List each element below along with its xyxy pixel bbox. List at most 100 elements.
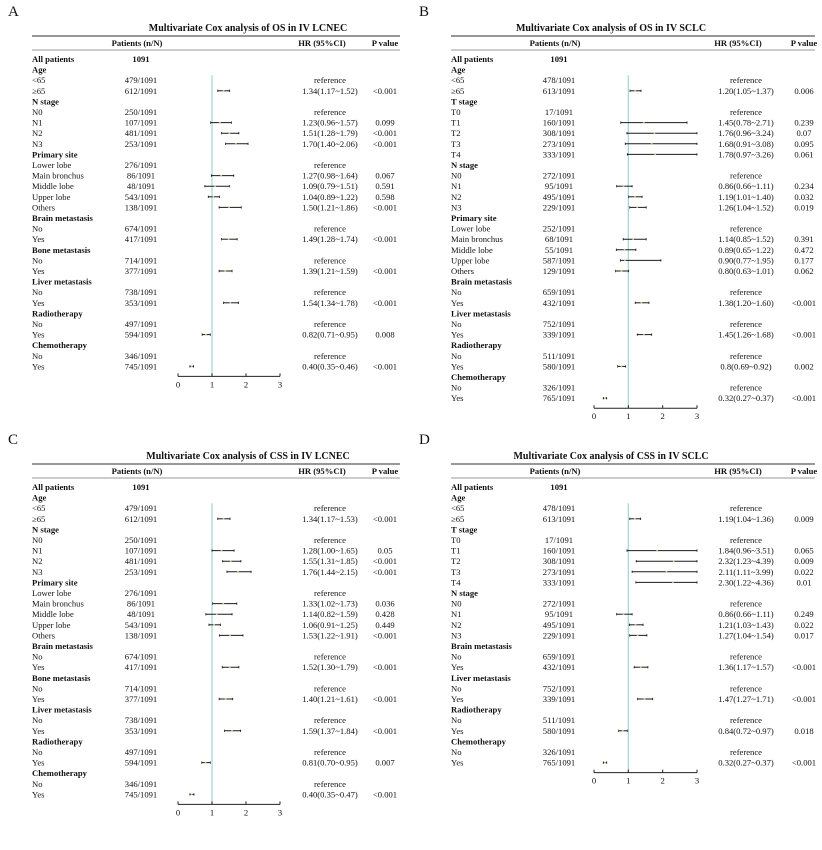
hr-ci-value: 1.54(1.34~1.78) xyxy=(302,298,358,308)
table-row: Middle lobe 48/1091 1.09(0.79~1.51) 0.591 xyxy=(32,181,395,191)
patients-count: 511/1091 xyxy=(543,715,575,725)
table-row: No 674/1091 reference xyxy=(32,652,346,662)
point-estimate xyxy=(640,301,643,304)
patients-count: 250/1091 xyxy=(125,107,157,117)
forest-panel-c: C Multivariate Cox analysis of CSS in IV … xyxy=(8,432,400,817)
row-label: N2 xyxy=(451,192,462,202)
patients-count: 138/1091 xyxy=(125,202,157,212)
patients-count: 308/1091 xyxy=(543,556,575,566)
table-row: N1 95/1091 0.86(0.66~1.11) 0.249 xyxy=(451,609,814,619)
patients-count: 1091 xyxy=(550,482,567,492)
point-estimate xyxy=(204,761,207,764)
row-label: Upper lobe xyxy=(451,255,490,265)
p-value: <0.001 xyxy=(373,726,397,736)
group-header-row: Bone metastasis xyxy=(32,245,91,255)
patients-count: 674/1091 xyxy=(125,224,157,234)
patients-count: 417/1091 xyxy=(125,662,157,672)
row-label: T3 xyxy=(451,567,461,577)
p-value: 0.391 xyxy=(794,234,813,244)
hr-ci-value: 0.86(0.66~1.11) xyxy=(718,609,773,619)
patients-count: 253/1091 xyxy=(125,139,157,149)
point-estimate xyxy=(604,761,606,764)
point-estimate xyxy=(604,397,606,400)
table-row: Upper lobe 587/1091 0.90(0.77~1.95) 0.177 xyxy=(451,255,814,265)
p-value: <0.001 xyxy=(373,662,397,672)
column-header-p-value: P value xyxy=(372,38,399,48)
table-row: No 714/1091 reference xyxy=(32,683,346,693)
group-label: Chemotherapy xyxy=(32,340,88,350)
row-label: Others xyxy=(451,266,475,276)
panel-label: D xyxy=(419,432,430,448)
row-label: Yes xyxy=(32,266,45,276)
hr-ci-value: reference xyxy=(730,652,762,662)
table-row: Main bronchus 86/1091 1.33(1.02~1.73) 0.036 xyxy=(32,599,395,609)
panel-title: Multivariate Cox analysis of CSS in IV L… xyxy=(146,451,349,462)
p-value: 0.002 xyxy=(794,361,813,371)
row-label: N1 xyxy=(451,609,462,619)
patients-count: 86/1091 xyxy=(127,599,155,609)
patients-count: 1091 xyxy=(132,54,149,64)
row-label: Yes xyxy=(32,330,45,340)
column-header-hr: HR (95%CI) xyxy=(714,38,762,48)
panel-label: B xyxy=(419,4,429,20)
hr-ci-value: 1.68(0.91~3.08) xyxy=(718,139,774,149)
hr-ci-value: 1.20(1.05~1.37) xyxy=(718,86,774,96)
table-row: N3 229/1091 1.26(1.04~1.52) 0.019 xyxy=(451,202,814,212)
group-label: Liver metastasis xyxy=(451,673,511,683)
table-row: N2 495/1091 1.19(1.01~1.40) 0.032 xyxy=(451,192,814,202)
patients-count: 48/1091 xyxy=(127,609,155,619)
patients-count: 587/1091 xyxy=(543,255,575,265)
row-label: Middle lobe xyxy=(451,245,493,255)
row-label: Main bronchus xyxy=(32,171,84,181)
hr-ci-value: reference xyxy=(314,535,346,545)
row-label: Yes xyxy=(32,789,45,799)
hr-ci-value: 0.32(0.27~0.37) xyxy=(718,758,774,768)
hr-ci-value: 1.06(0.91~1.25) xyxy=(302,620,358,630)
x-axis: 0 1 2 3 xyxy=(592,405,699,421)
row-label: N1 xyxy=(451,181,462,191)
patients-count: 497/1091 xyxy=(125,747,157,757)
point-estimate xyxy=(228,132,231,135)
row-label: Main bronchus xyxy=(451,234,503,244)
point-estimate xyxy=(672,581,674,584)
row-label: T3 xyxy=(451,139,461,149)
p-value: <0.001 xyxy=(373,266,397,276)
patients-count: 543/1091 xyxy=(125,620,157,630)
point-estimate xyxy=(222,89,225,92)
x-axis: 0 1 2 3 xyxy=(176,801,282,817)
table-row: N2 481/1091 1.55(1.31~1.85) <0.001 xyxy=(32,556,397,566)
row-label: T4 xyxy=(451,577,461,587)
row-label: Middle lobe xyxy=(32,181,74,191)
table-row: <65 478/1091 reference xyxy=(451,75,762,85)
point-estimate xyxy=(620,270,623,272)
p-value: 0.177 xyxy=(794,255,814,265)
forest-panel-d: D Multivariate Cox analysis of CSS in IV … xyxy=(419,432,817,786)
table-row: Middle lobe 55/1091 0.89(0.65~1.22) 0.472 xyxy=(451,245,814,255)
table-row: All patients 1091 xyxy=(32,482,150,492)
patients-count: 745/1091 xyxy=(125,789,157,799)
group-label: Chemotherapy xyxy=(451,736,507,746)
row-label: Others xyxy=(32,630,56,640)
hr-ci-value: reference xyxy=(730,747,762,757)
patients-count: 765/1091 xyxy=(543,758,575,768)
table-row: N0 272/1091 reference xyxy=(451,171,762,181)
p-value: 0.017 xyxy=(794,630,814,640)
group-header-row: Primary site xyxy=(32,577,78,587)
row-label: All patients xyxy=(32,482,75,492)
point-estimate xyxy=(620,365,623,368)
x-tick-label: 2 xyxy=(661,776,665,786)
row-label: N2 xyxy=(32,556,43,566)
hr-ci-value: 1.45(1.26~1.68) xyxy=(718,330,774,340)
panel-label: A xyxy=(8,4,19,20)
p-value: 0.032 xyxy=(794,192,813,202)
x-tick-label: 1 xyxy=(626,411,630,421)
table-row: T2 308/1091 2.32(1.23~4.39) 0.009 xyxy=(451,556,814,566)
patients-count: 95/1091 xyxy=(545,181,573,191)
point-estimate xyxy=(622,613,625,616)
p-value: 0.006 xyxy=(794,86,814,96)
patients-count: 353/1091 xyxy=(125,298,157,308)
group-label: Liver metastasis xyxy=(32,277,92,287)
patients-count: 1091 xyxy=(550,54,567,64)
